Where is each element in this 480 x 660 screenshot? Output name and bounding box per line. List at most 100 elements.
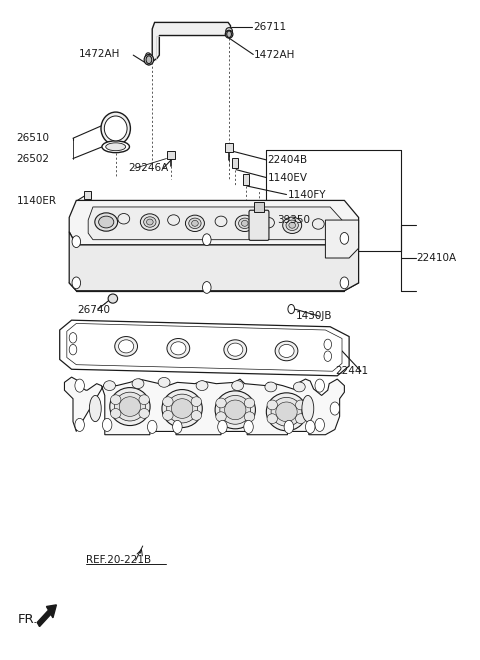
Ellipse shape xyxy=(232,381,243,391)
Ellipse shape xyxy=(271,397,302,426)
Ellipse shape xyxy=(286,220,299,230)
Ellipse shape xyxy=(171,342,186,355)
Ellipse shape xyxy=(267,400,277,410)
Polygon shape xyxy=(147,22,230,61)
Text: 26711: 26711 xyxy=(253,22,287,32)
Text: 1472AH: 1472AH xyxy=(79,50,120,59)
Circle shape xyxy=(203,282,211,293)
Ellipse shape xyxy=(275,341,298,361)
Bar xyxy=(225,143,233,152)
Ellipse shape xyxy=(115,392,145,421)
Text: 1430JB: 1430JB xyxy=(296,312,333,321)
Text: 22404B: 22404B xyxy=(267,155,308,165)
Ellipse shape xyxy=(167,394,198,423)
Circle shape xyxy=(288,304,295,313)
Bar xyxy=(254,203,264,213)
Circle shape xyxy=(315,379,324,392)
Ellipse shape xyxy=(283,217,301,234)
Ellipse shape xyxy=(302,395,314,422)
Circle shape xyxy=(146,56,152,63)
Text: 29246A: 29246A xyxy=(129,164,169,174)
Circle shape xyxy=(218,420,227,434)
Circle shape xyxy=(69,345,77,355)
Text: 1140EV: 1140EV xyxy=(267,173,308,183)
Ellipse shape xyxy=(266,393,307,431)
Polygon shape xyxy=(67,323,342,371)
Ellipse shape xyxy=(104,116,127,141)
Ellipse shape xyxy=(119,340,134,353)
Text: 1140ER: 1140ER xyxy=(17,196,57,206)
Ellipse shape xyxy=(163,397,173,407)
Bar xyxy=(232,158,238,168)
Bar xyxy=(243,174,249,185)
Text: 39350: 39350 xyxy=(277,215,310,225)
Ellipse shape xyxy=(168,214,180,225)
FancyBboxPatch shape xyxy=(249,211,269,240)
Text: 22410A: 22410A xyxy=(417,253,456,263)
Ellipse shape xyxy=(289,222,296,228)
Ellipse shape xyxy=(162,389,202,428)
Text: 26510: 26510 xyxy=(16,133,49,143)
Polygon shape xyxy=(88,207,342,240)
Circle shape xyxy=(324,351,332,362)
Ellipse shape xyxy=(224,340,247,360)
Text: 26740: 26740 xyxy=(78,306,111,315)
Ellipse shape xyxy=(140,214,159,230)
Ellipse shape xyxy=(104,381,116,391)
Circle shape xyxy=(324,339,332,350)
Ellipse shape xyxy=(191,397,202,407)
Polygon shape xyxy=(69,232,359,291)
Ellipse shape xyxy=(216,398,226,408)
Ellipse shape xyxy=(106,143,126,150)
Circle shape xyxy=(244,420,253,434)
Text: 22441: 22441 xyxy=(335,366,368,376)
Circle shape xyxy=(75,379,84,392)
Ellipse shape xyxy=(145,53,153,64)
Polygon shape xyxy=(60,320,349,376)
Circle shape xyxy=(102,418,112,432)
Circle shape xyxy=(305,420,315,434)
Ellipse shape xyxy=(215,216,227,226)
Text: FR.: FR. xyxy=(18,612,38,626)
Ellipse shape xyxy=(110,387,150,426)
Ellipse shape xyxy=(239,218,251,228)
Bar xyxy=(168,150,175,158)
Ellipse shape xyxy=(279,345,294,358)
Ellipse shape xyxy=(144,55,154,65)
Ellipse shape xyxy=(216,412,226,422)
FancyArrow shape xyxy=(37,605,56,626)
Circle shape xyxy=(173,420,182,434)
Circle shape xyxy=(340,277,348,289)
Bar xyxy=(84,191,91,199)
Ellipse shape xyxy=(98,216,114,228)
Ellipse shape xyxy=(139,409,149,418)
Text: 1140FY: 1140FY xyxy=(288,189,326,199)
Ellipse shape xyxy=(89,395,101,422)
Ellipse shape xyxy=(267,414,277,424)
Circle shape xyxy=(75,418,84,432)
Circle shape xyxy=(227,31,231,38)
Ellipse shape xyxy=(225,400,246,420)
Ellipse shape xyxy=(185,215,204,232)
Circle shape xyxy=(72,277,81,289)
Ellipse shape xyxy=(226,28,232,34)
Ellipse shape xyxy=(101,112,131,145)
Ellipse shape xyxy=(228,343,243,356)
Ellipse shape xyxy=(244,412,255,422)
Ellipse shape xyxy=(119,397,141,416)
Text: 1472AH: 1472AH xyxy=(254,50,296,60)
Ellipse shape xyxy=(108,294,118,303)
Ellipse shape xyxy=(220,395,251,424)
Ellipse shape xyxy=(167,339,190,358)
Ellipse shape xyxy=(293,382,305,392)
Circle shape xyxy=(72,236,81,248)
Ellipse shape xyxy=(146,219,153,225)
Ellipse shape xyxy=(263,217,275,228)
Ellipse shape xyxy=(171,399,193,418)
Circle shape xyxy=(203,234,211,246)
Ellipse shape xyxy=(118,213,130,224)
Circle shape xyxy=(284,420,294,434)
Ellipse shape xyxy=(276,402,297,422)
Circle shape xyxy=(147,420,157,434)
Ellipse shape xyxy=(296,400,306,410)
